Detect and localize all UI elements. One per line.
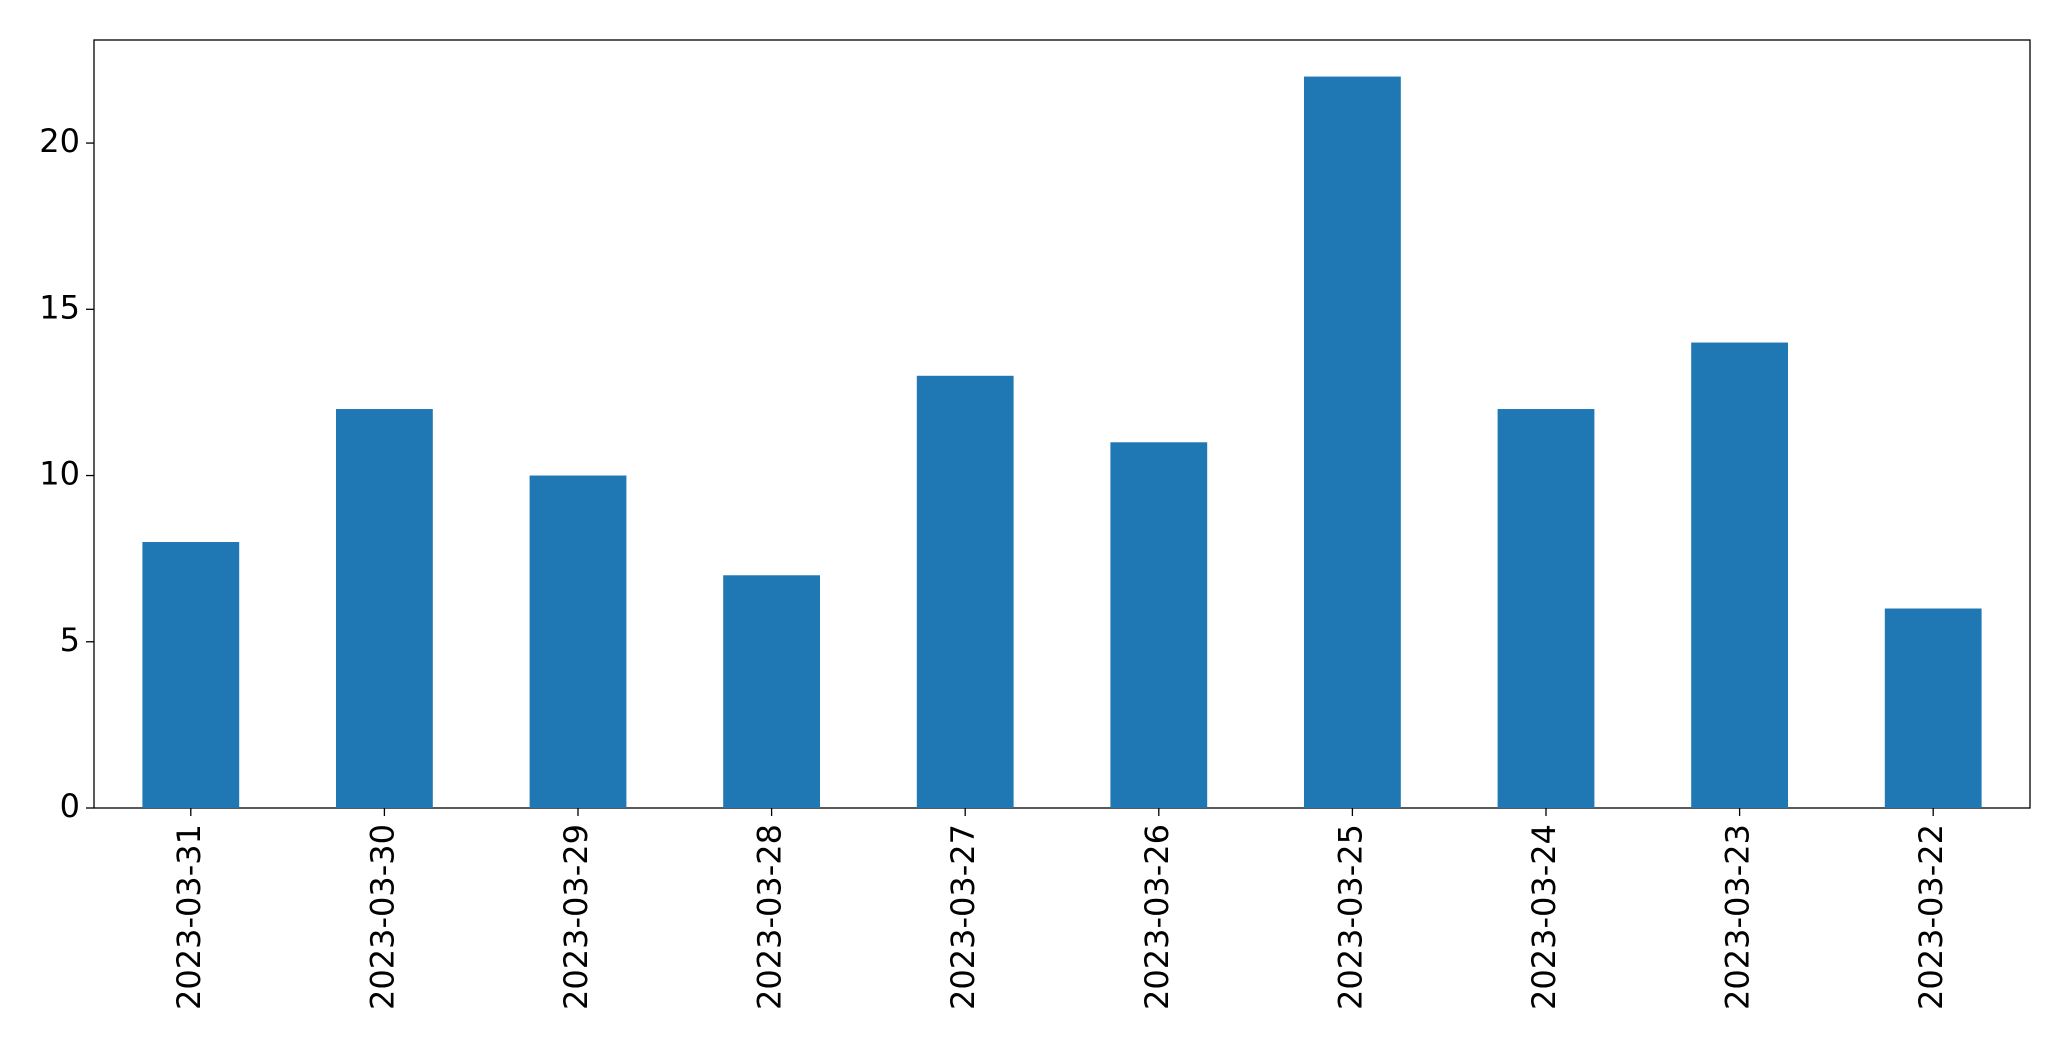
x-tick-label: 2023-03-31 [170, 824, 208, 1010]
plot-frame [93, 39, 2031, 809]
x-tick-label: 2023-03-23 [1719, 824, 1757, 1010]
x-tick-label: 2023-03-26 [1138, 824, 1176, 1010]
bar [1691, 342, 1788, 808]
bar [1497, 409, 1595, 808]
bar [1110, 442, 1208, 808]
x-tick-label: 2023-03-24 [1525, 824, 1563, 1010]
x-tick-label: 2023-03-30 [363, 824, 401, 1010]
bar [723, 575, 820, 808]
bar [142, 542, 240, 808]
y-tick-label: 5 [60, 621, 80, 659]
y-tick-label: 15 [39, 288, 80, 326]
bar [1884, 608, 1982, 808]
x-tick-label: 2023-03-27 [944, 824, 982, 1010]
x-tick-label: 2023-03-28 [751, 824, 789, 1010]
y-tick-label: 10 [39, 455, 80, 493]
bar [1304, 76, 1401, 809]
x-tick-label: 2023-03-25 [1331, 824, 1369, 1010]
x-tick-label: 2023-03-22 [1912, 824, 1950, 1010]
bar [916, 375, 1014, 808]
x-tick-label: 2023-03-29 [557, 824, 595, 1010]
bar [529, 475, 627, 808]
bar [336, 409, 433, 808]
y-tick-label: 0 [60, 787, 80, 825]
y-tick-label: 20 [39, 122, 80, 160]
